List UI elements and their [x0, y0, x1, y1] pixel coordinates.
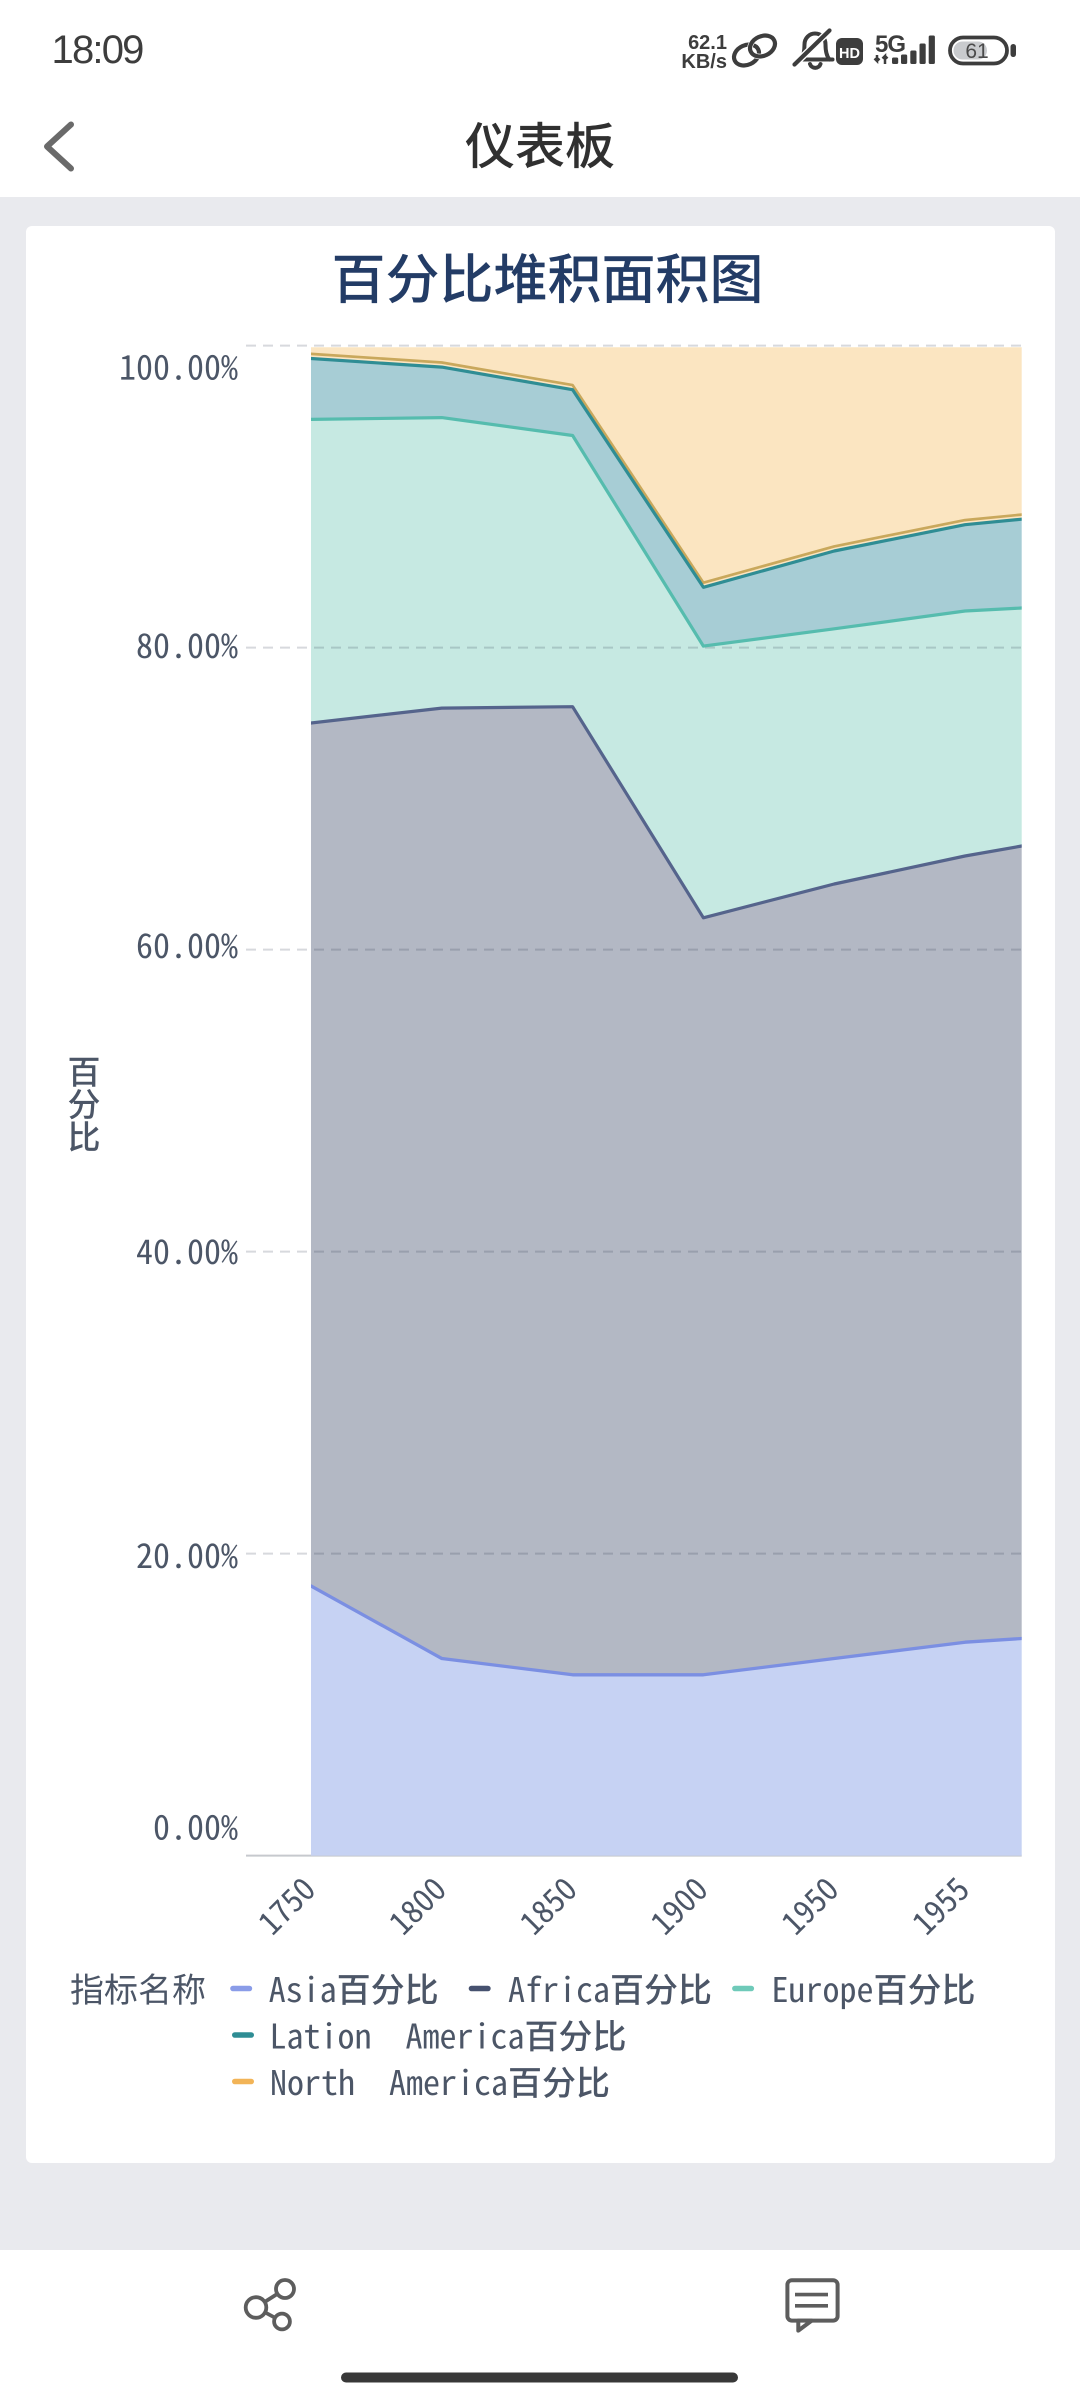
- svg-text:KB/s: KB/s: [681, 51, 727, 73]
- svg-text:62.1: 62.1: [688, 32, 727, 54]
- svg-text:5G: 5G: [875, 31, 905, 58]
- svg-text:HD: HD: [839, 46, 860, 62]
- svg-text:18:09: 18:09: [52, 28, 144, 72]
- svg-text:61: 61: [965, 40, 988, 63]
